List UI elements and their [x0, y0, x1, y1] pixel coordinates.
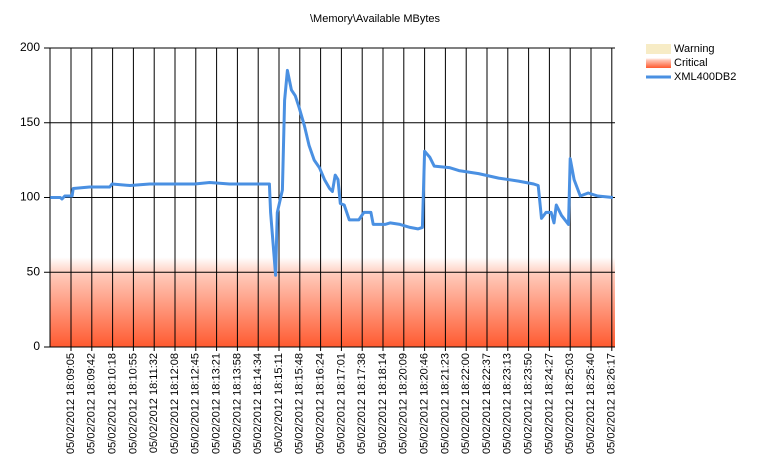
x-tick-label: 05/02/2012 18:13:21 [211, 353, 223, 454]
x-tick-label: 05/02/2012 18:22:37 [481, 353, 493, 454]
x-tick-label: 05/02/2012 18:26:17 [606, 353, 618, 454]
x-tick-label: 05/02/2012 18:10:18 [107, 353, 119, 454]
y-tick-label: 100 [20, 190, 40, 204]
chart-title: \Memory\Available MBytes [310, 13, 441, 25]
x-tick-label: 05/02/2012 18:10:55 [127, 353, 139, 454]
y-tick-label: 200 [20, 40, 40, 54]
legend-label: XML400DB2 [674, 71, 736, 83]
x-tick-label: 05/02/2012 18:24:27 [543, 353, 555, 454]
x-tick-label: 05/02/2012 18:20:09 [398, 353, 410, 454]
x-tick-label: 05/02/2012 18:15:48 [294, 353, 306, 454]
x-tick-label: 05/02/2012 18:18:14 [377, 353, 389, 454]
x-tick-label: 05/02/2012 18:17:38 [356, 353, 368, 454]
x-tick-label: 05/02/2012 18:11:32 [148, 353, 160, 453]
x-tick-label: 05/02/2012 18:09:42 [86, 353, 98, 454]
legend-label: Warning [674, 43, 715, 55]
x-tick-label: 05/02/2012 18:25:40 [585, 353, 597, 454]
x-tick-label: 05/02/2012 18:23:13 [502, 353, 514, 454]
y-tick-label: 0 [33, 339, 40, 353]
x-tick-label: 05/02/2012 18:12:08 [169, 353, 181, 454]
x-tick-label: 05/02/2012 18:12:45 [190, 353, 202, 454]
x-tick-label: 05/02/2012 18:16:24 [315, 353, 327, 454]
legend-swatch [646, 58, 671, 68]
critical-zone [50, 257, 615, 347]
x-tick-label: 05/02/2012 18:23:50 [523, 353, 535, 454]
x-tick-label: 05/02/2012 18:13:58 [231, 353, 243, 454]
x-tick-label: 05/02/2012 18:25:03 [564, 353, 576, 454]
x-tick-label: 05/02/2012 18:17:01 [335, 353, 347, 454]
legend-label: Critical [674, 57, 708, 69]
y-tick-label: 50 [27, 264, 41, 278]
x-tick-label: 05/02/2012 18:21:23 [439, 353, 451, 454]
y-tick-label: 150 [20, 115, 40, 129]
x-tick-label: 05/02/2012 18:20:46 [419, 353, 431, 454]
x-tick-label: 05/02/2012 18:14:34 [252, 353, 264, 454]
legend-swatch [646, 44, 671, 54]
series-line [50, 68, 614, 277]
x-tick-label: 05/02/2012 18:09:05 [65, 353, 77, 454]
x-tick-label: 05/02/2012 18:15:11 [273, 353, 285, 453]
x-tick-label: 05/02/2012 18:22:00 [460, 353, 472, 454]
